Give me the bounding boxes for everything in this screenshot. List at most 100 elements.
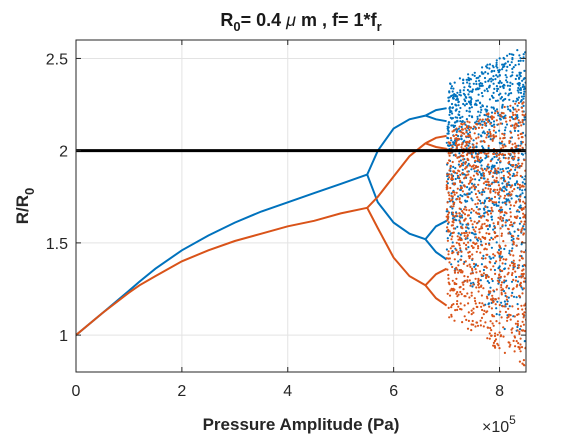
scatter-point [518, 294, 521, 297]
scatter-point [503, 279, 506, 282]
scatter-point [480, 167, 483, 170]
scatter-point [475, 82, 478, 86]
scatter-point [472, 185, 475, 188]
scatter-point [488, 281, 491, 284]
scatter-point [492, 238, 495, 241]
scatter-point [466, 120, 469, 123]
scatter-point [471, 272, 474, 275]
scatter-point [514, 77, 517, 81]
scatter-point [517, 137, 520, 140]
scatter-point [512, 241, 515, 244]
scatter-point [484, 274, 488, 277]
scatter-point [479, 319, 482, 322]
scatter-point [501, 68, 504, 71]
scatter-point [509, 84, 512, 87]
scatter-point [519, 121, 522, 124]
scatter-point [452, 97, 455, 100]
scatter-point [511, 111, 514, 114]
scatter-point [507, 313, 511, 316]
scatter-point [481, 104, 484, 107]
scatter-point [508, 140, 511, 143]
scatter-point [479, 202, 482, 205]
scatter-point [492, 171, 495, 174]
scatter-point [492, 116, 495, 119]
scatter-point [477, 136, 480, 139]
scatter-point [504, 92, 507, 95]
scatter-point [477, 286, 481, 289]
scatter-point [466, 200, 469, 203]
scatter-point [522, 95, 526, 98]
scatter-point [460, 293, 463, 296]
scatter-point [506, 60, 510, 63]
scatter-point [511, 184, 514, 187]
scatter-point [458, 113, 461, 117]
scatter-point [519, 71, 522, 74]
scatter-point [474, 192, 477, 196]
scatter-point [510, 147, 513, 150]
scatter-point [478, 159, 481, 162]
scatter-point [522, 104, 525, 107]
scatter-point [470, 168, 473, 171]
scatter-point [450, 178, 453, 181]
scatter-point [475, 99, 478, 102]
plot-area [76, 40, 526, 372]
scatter-point [474, 203, 477, 206]
scatter-point [485, 218, 488, 222]
branch-line [76, 173, 368, 336]
scatter-point [483, 152, 486, 155]
scatter-point [504, 145, 507, 148]
scatter-point [470, 313, 473, 316]
scatter-point [484, 257, 487, 260]
scatter-point [471, 246, 475, 249]
scatter-point [504, 262, 507, 265]
scatter-point [484, 211, 487, 214]
scatter-point [460, 308, 463, 311]
scatter-point [499, 275, 502, 278]
scatter-point [506, 81, 509, 84]
scatter-point [497, 221, 500, 224]
scatter-point [522, 272, 525, 275]
scatter-point [494, 78, 497, 81]
scatter-point [509, 224, 512, 227]
scatter-point [463, 132, 466, 135]
scatter-point [466, 81, 469, 84]
scatter-point [519, 337, 522, 340]
scatter-point [493, 339, 496, 343]
scatter-point [468, 128, 471, 131]
scatter-point [509, 81, 512, 84]
scatter-point [505, 185, 508, 188]
scatter-point [489, 169, 492, 173]
scatter-point [452, 95, 455, 98]
scatter-point [492, 228, 495, 231]
scatter-point [488, 67, 491, 70]
scatter-point [485, 197, 488, 200]
scatter-point [480, 176, 483, 180]
scatter-point [523, 90, 526, 93]
scatter-point [479, 106, 482, 109]
scatter-point [502, 258, 505, 261]
scatter-point [467, 93, 470, 96]
scatter-point [503, 327, 506, 331]
scatter-point [516, 186, 519, 189]
scatter-point [500, 289, 503, 292]
scatter-point [452, 143, 455, 146]
scatter-point [496, 110, 499, 113]
scatter-point [482, 304, 485, 307]
scatter-point [481, 145, 484, 148]
scatter-point [503, 247, 506, 251]
scatter-point [481, 302, 484, 305]
scatter-point [518, 332, 521, 336]
scatter-point [480, 244, 484, 247]
scatter-point [504, 180, 507, 183]
scatter-point [492, 289, 495, 292]
scatter-point [479, 238, 482, 241]
scatter-point [509, 211, 512, 214]
scatter-point [511, 82, 514, 86]
x-axis-multiplier: ×105 [482, 413, 516, 436]
scatter-point [517, 59, 520, 63]
scatter-point [449, 82, 452, 86]
scatter-point [466, 237, 469, 240]
scatter-point [488, 332, 491, 335]
scatter-point [489, 130, 492, 134]
scatter-point [450, 124, 453, 127]
